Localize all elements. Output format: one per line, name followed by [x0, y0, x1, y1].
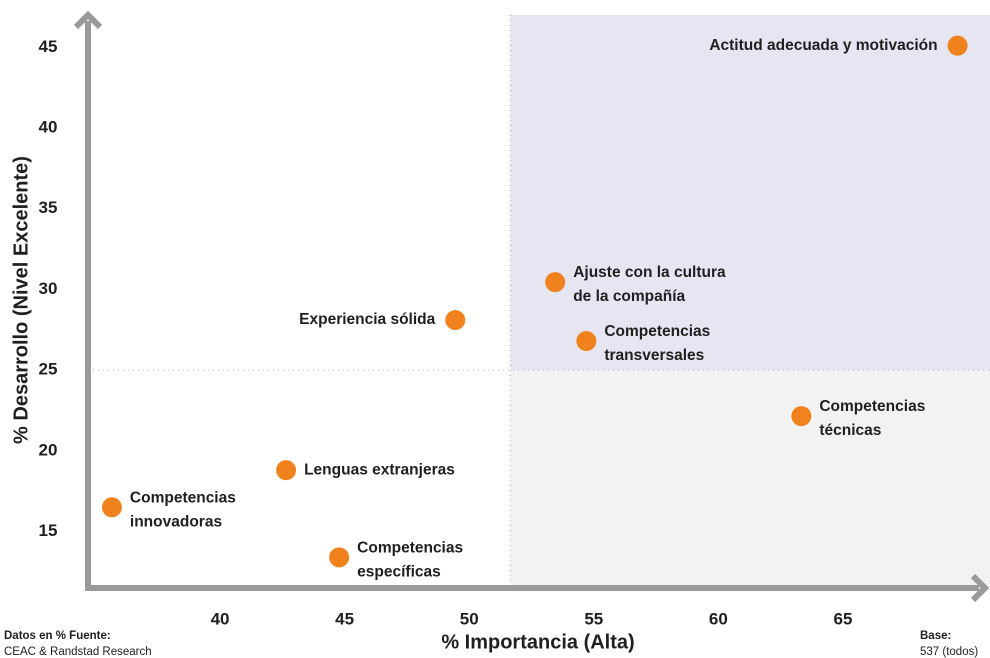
- point-label: transversales: [604, 347, 704, 364]
- point: [329, 547, 350, 568]
- source-title: Datos en % Fuente:: [4, 630, 111, 642]
- y-tick-label: 20: [39, 440, 58, 459]
- x-tick-label: 55: [584, 609, 603, 628]
- y-axis-arrow: [73, 10, 103, 30]
- x-axis-title: % Importancia (Alta): [441, 631, 634, 653]
- point: [947, 35, 968, 56]
- x-tick-label: 45: [335, 609, 354, 628]
- y-tick-label: 25: [39, 360, 58, 379]
- y-tick-label: 15: [39, 521, 58, 540]
- y-tick-label: 45: [39, 37, 58, 56]
- point: [791, 406, 812, 427]
- point: [545, 272, 566, 293]
- point-label: Ajuste con la cultura: [573, 264, 726, 281]
- point-label: Competencias: [819, 398, 925, 415]
- point-label: Competencias: [130, 489, 236, 506]
- point-label: específicas: [357, 563, 441, 580]
- point-label: Actitud adecuada y motivación: [709, 37, 937, 54]
- point-label: Competencias: [357, 539, 463, 556]
- quadrant-lower-right: [510, 370, 990, 588]
- y-tick-label: 40: [39, 117, 58, 136]
- x-tick-label: 40: [211, 609, 230, 628]
- quadrant-upper-right: [510, 15, 990, 371]
- x-axis-arrow: [970, 573, 990, 603]
- point: [576, 331, 597, 352]
- point-label: Competencias: [604, 323, 710, 340]
- point: [445, 310, 466, 331]
- x-tick-label: 60: [709, 609, 728, 628]
- base: 537 (todos): [920, 646, 978, 658]
- point-label: Lenguas extranjeras: [304, 461, 455, 478]
- y-tick-label: 35: [39, 198, 58, 217]
- source: CEAC & Randstad Research: [4, 646, 152, 658]
- background: [88, 15, 990, 588]
- base-title: Base:: [920, 630, 951, 642]
- point: [101, 497, 122, 518]
- y-axis-title: % Desarrollo (Nivel Excelente): [10, 156, 32, 444]
- point-label: de la compañía: [573, 288, 685, 305]
- y-tick-label: 30: [39, 279, 58, 298]
- point-label: innovadoras: [130, 513, 222, 530]
- point: [276, 460, 297, 481]
- point-label: técnicas: [819, 422, 881, 439]
- point-label: Experiencia sólida: [299, 311, 435, 328]
- x-tick-label: 65: [834, 609, 853, 628]
- x-tick-label: 50: [460, 609, 479, 628]
